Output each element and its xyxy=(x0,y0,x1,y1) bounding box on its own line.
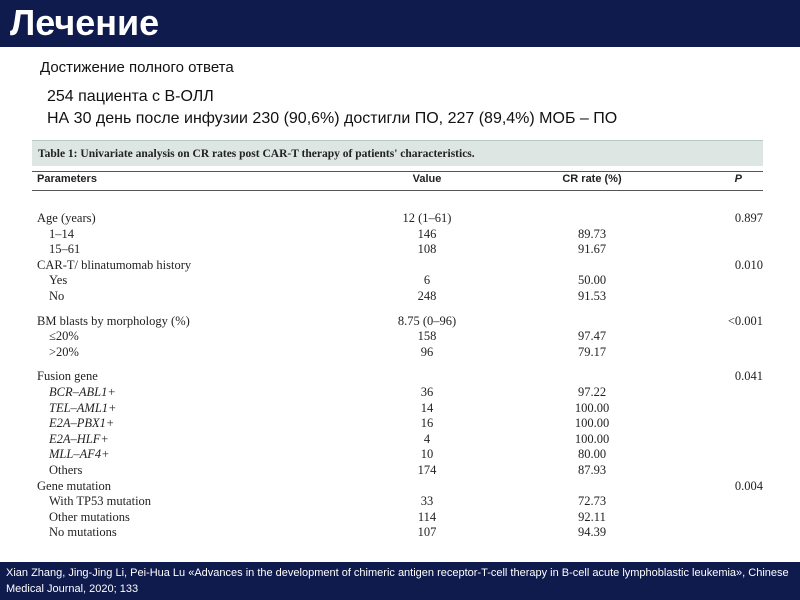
table-row: Yes 6 50.00 xyxy=(32,273,763,289)
table-caption: Table 1: Univariate analysis on CR rates… xyxy=(32,140,763,166)
table-cell: 14 xyxy=(420,400,434,415)
column-header: Parameters xyxy=(37,173,97,185)
table-cell: 91.53 xyxy=(577,288,607,303)
table-cell: 6 xyxy=(423,273,431,288)
table-cell: 10 xyxy=(420,447,434,462)
table-cell: Others xyxy=(49,462,83,477)
table-cell: >20% xyxy=(49,344,79,359)
table-row: Others 174 87.93 xyxy=(32,463,763,479)
table-row: >20% 96 79.17 xyxy=(32,345,763,361)
table-cell: 96 xyxy=(420,344,434,359)
header-bar xyxy=(0,0,800,47)
table-row: E2A–HLF+ 4 100.00 xyxy=(32,432,763,448)
table-cell: 8.75 (0–96) xyxy=(397,313,457,328)
column-header: CR rate (%) xyxy=(562,173,622,185)
table-row: With TP53 mutation 33 72.73 xyxy=(32,494,763,510)
table-cell: 0.041 xyxy=(734,369,763,384)
table-cell: No xyxy=(49,288,65,303)
table-row: ≤20% 158 97.47 xyxy=(32,329,763,345)
table-cell: 0.004 xyxy=(734,478,763,493)
table-row: BCR–ABL1+ 36 97.22 xyxy=(32,385,763,401)
table-cell: Yes xyxy=(49,273,68,288)
table-row: 1–14 146 89.73 xyxy=(32,227,763,243)
table-cell: 114 xyxy=(417,509,437,524)
table-row: No mutations 107 94.39 xyxy=(32,525,763,541)
table-cell: 158 xyxy=(417,329,437,344)
table-cell: 100.00 xyxy=(574,431,610,446)
table-row: Other mutations 114 92.11 xyxy=(32,510,763,526)
table-cell: 87.93 xyxy=(577,462,607,477)
table-cell: 248 xyxy=(417,288,437,303)
table-cell: 15–61 xyxy=(49,242,81,257)
table-row: TEL–AML1+ 14 100.00 xyxy=(32,401,763,417)
table-cell: Age (years) xyxy=(37,211,96,225)
table-cell: 16 xyxy=(420,416,434,431)
table-cell: <0.001 xyxy=(727,313,763,328)
table-cell: CAR-T/ blinatumomab history xyxy=(37,257,192,272)
table-cell: BCR–ABL1+ xyxy=(49,384,116,399)
table-cell: 146 xyxy=(417,226,437,241)
table-cell: 174 xyxy=(417,462,437,477)
table-row: Fusion gene 0.041 xyxy=(32,369,763,385)
title: Лечение xyxy=(10,2,160,43)
column-header: Value xyxy=(412,173,442,185)
table-row: No 248 91.53 xyxy=(32,289,763,305)
table-cell: 50.00 xyxy=(577,273,607,288)
table-cell: BM blasts by morphology (%) xyxy=(37,313,190,328)
table-cell: 33 xyxy=(420,494,434,509)
table-cell: 92.11 xyxy=(578,509,606,524)
table-cell: 0.010 xyxy=(734,257,763,272)
table-row: CAR-T/ blinatumomab history 0.010 xyxy=(32,258,763,274)
table-cell: E2A–HLF+ xyxy=(49,431,109,446)
table-cell: 80.00 xyxy=(577,447,607,462)
table-cell: 36 xyxy=(420,384,434,399)
table-cell: 100.00 xyxy=(574,416,610,431)
table-cell: TEL–AML1+ xyxy=(49,400,117,415)
table-cell: Fusion gene xyxy=(37,369,98,384)
column-header: P xyxy=(734,173,742,185)
table-cell: 108 xyxy=(417,242,437,257)
footer: Xian Zhang, Jing-Jing Li, Pei-Hua Lu «Ad… xyxy=(0,562,800,600)
table-cell: 97.47 xyxy=(577,329,607,344)
rule xyxy=(32,190,763,191)
table-row: Gene mutation 0.004 xyxy=(32,479,763,495)
table-cell: 100.00 xyxy=(574,400,610,415)
subtitle: Достижение полного ответа xyxy=(40,59,234,76)
table-cell: 12 (1–61) xyxy=(402,211,452,225)
table-cell: E2A–PBX1+ xyxy=(49,416,115,431)
table-cell: With TP53 mutation xyxy=(49,494,152,509)
table-cell: No mutations xyxy=(49,525,117,540)
rule xyxy=(32,171,763,172)
table-cell: 1–14 xyxy=(49,226,74,241)
table-row: BM blasts by morphology (%) 8.75 (0–96) <0… xyxy=(32,314,763,330)
table-cell: MLL–AF4+ xyxy=(49,447,110,462)
note: 254 пациента с В-ОЛЛ xyxy=(47,88,214,105)
table-cell: 94.39 xyxy=(577,525,607,540)
note: НА 30 день после инфузии 230 (90,6%) дос… xyxy=(47,110,618,127)
table: Parameters Value CR rate (%) P Age (years) 12… xyxy=(32,173,763,541)
table-row: E2A–PBX1+ 16 100.00 xyxy=(32,416,763,432)
table-cell: 0.897 xyxy=(734,211,763,225)
table-cell: 107 xyxy=(417,525,437,540)
table-row: MLL–AF4+ 10 80.00 xyxy=(32,447,763,463)
table-row: Age (years) 12 (1–61) 0.897 xyxy=(32,211,763,227)
table-cell: 4 xyxy=(423,431,431,446)
table-cell: 79.17 xyxy=(577,344,607,359)
table-cell: Gene mutation xyxy=(37,478,111,493)
header-row: Parameters Value CR rate (%) P xyxy=(32,173,763,190)
table-cell: Other mutations xyxy=(49,509,130,524)
table-cell: 91.67 xyxy=(577,242,607,257)
table-cell: 89.73 xyxy=(577,226,607,241)
table-cell: 97.22 xyxy=(577,384,607,399)
table-cell: ≤20% xyxy=(49,329,79,344)
table-row: 15–61 108 91.67 xyxy=(32,242,763,258)
table-cell: 72.73 xyxy=(577,494,607,509)
